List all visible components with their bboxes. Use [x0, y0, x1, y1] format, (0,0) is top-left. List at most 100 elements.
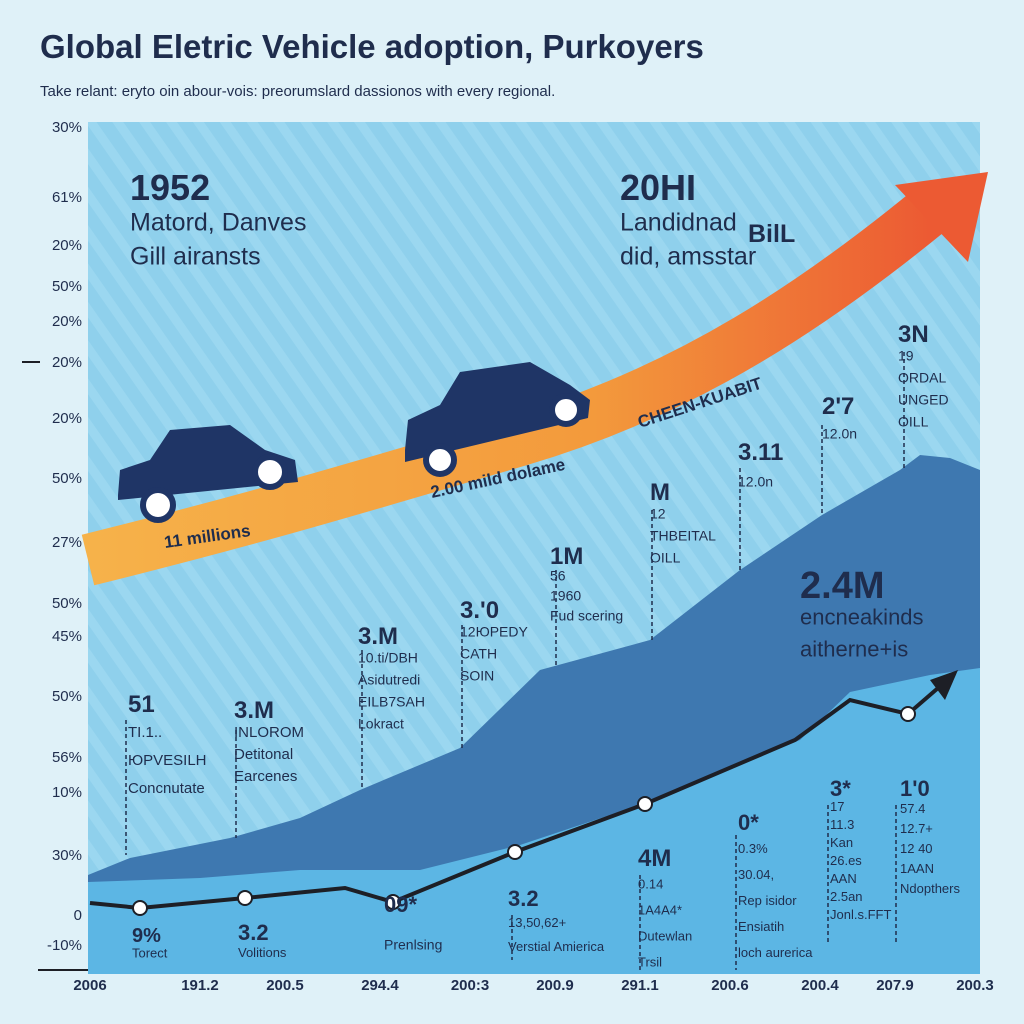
annotation-text: Detitonal	[234, 746, 293, 763]
annotation-text: Asidutredi	[358, 672, 420, 688]
annotation-text: 1952	[130, 167, 210, 208]
annotation-text: loch aurerica	[738, 945, 813, 960]
annotation-text: 1M	[550, 543, 583, 570]
y-label: 50%	[52, 278, 82, 295]
y-label: 61%	[52, 189, 82, 206]
annotation-text: ORDAL	[898, 370, 946, 386]
annotation-text: aitherne+is	[800, 637, 908, 662]
y-label: 30%	[52, 847, 82, 864]
x-label: 2006	[73, 977, 106, 994]
annotation-text: 09*	[384, 892, 417, 917]
annotation-text: 3.11	[738, 439, 783, 466]
annotation-text: 1'0	[900, 776, 930, 801]
annotation-text: 51	[128, 691, 155, 718]
annotation-text: Prenlsing	[384, 936, 442, 952]
annotation-text: 0.3%	[738, 841, 768, 856]
annotation-text: EILB7SAH	[358, 694, 425, 710]
y-label: 20%	[52, 237, 82, 254]
annotation-text: 12.0n	[822, 426, 857, 442]
y-label: 30%	[52, 119, 82, 136]
x-label: 200:3	[451, 977, 489, 994]
annotation-text: ЮPVESILH	[128, 752, 207, 769]
y-label: -10%	[47, 937, 82, 954]
annotation-text: Lokract	[358, 716, 404, 732]
annotation-text: 2.5an	[830, 889, 863, 904]
annotation-text: Rep isidor	[738, 893, 797, 908]
annotation-text: 1A4A4*	[638, 902, 682, 917]
x-label: 200.5	[266, 977, 304, 994]
x-label: 291.1	[621, 977, 659, 994]
annotation-text: Torect	[132, 946, 168, 961]
annotation-text: 11.3	[830, 817, 854, 832]
x-label: 200.4	[801, 977, 839, 994]
annotation-text: M	[650, 479, 670, 506]
annotation-text: 3N	[898, 321, 929, 348]
annotation-text: Kan	[830, 835, 853, 850]
annotation-text: UNGED	[898, 392, 949, 408]
annotation-text: 12	[650, 506, 666, 522]
y-label: 27%	[52, 534, 82, 551]
annotation-text: Volitions	[238, 945, 287, 960]
y-label: 10%	[52, 784, 82, 801]
trend-band	[81, 189, 947, 586]
x-label: 294.4	[361, 977, 399, 994]
x-label: 200.3	[956, 977, 994, 994]
annotation-text: Earcenes	[234, 768, 297, 785]
annotation-text: encneakinds	[800, 605, 924, 630]
y-label: 20%	[52, 313, 82, 330]
annotation-highlight: BilL	[748, 220, 795, 248]
line-arrow	[930, 670, 958, 700]
annotation-text: CATH	[460, 646, 497, 662]
y-label: 50%	[52, 688, 82, 705]
light-area	[88, 668, 980, 974]
y-label: 0	[74, 907, 82, 924]
annotation-text: Jonl.s.FFT	[830, 907, 891, 922]
annotation-text: Dutewlan	[638, 928, 692, 943]
y-label: 50%	[52, 470, 82, 487]
annotation-text: INLOROM	[234, 724, 304, 741]
y-label: 45%	[52, 628, 82, 645]
annotation-text: TI.1..	[128, 724, 162, 741]
x-label: 207.9	[876, 977, 914, 994]
line-points	[132, 706, 916, 916]
annotation-text: AAN	[830, 871, 857, 886]
x-label: 200.9	[536, 977, 574, 994]
annotation-text: 2.4M	[800, 565, 884, 607]
annotation-text: 1960	[550, 588, 581, 604]
annotation-text: 3.M	[358, 623, 398, 650]
annotation-text: Gill airansts	[130, 242, 261, 270]
annotation-text: 3*	[830, 776, 851, 801]
y-label: 50%	[52, 595, 82, 612]
y-label: 20%	[52, 354, 82, 371]
annotation-text: Ndopthers	[900, 881, 960, 896]
annotation-text: 9%	[132, 925, 161, 947]
annotation-text: 26.es	[830, 853, 862, 868]
annotation-text: 3.2	[238, 920, 269, 945]
annotation-text: 1AAN	[900, 861, 934, 876]
car-2	[405, 362, 590, 477]
annotation-text: 12.7+	[900, 821, 933, 836]
annotation-text: 3.M	[234, 697, 274, 724]
annotation-text: Ensiatih	[738, 919, 784, 934]
annotation-text: 19	[898, 348, 914, 364]
y-label: 20%	[52, 410, 82, 427]
annotation-text: 56	[550, 568, 566, 584]
annotation-text: 10.ti/DBH	[358, 650, 418, 666]
x-label: 191.2	[181, 977, 219, 994]
annotation-text: 12ЮPEDY	[460, 624, 529, 640]
title: Global Eletric Vehicle adoption, Purkoye…	[40, 28, 704, 65]
annotation-text: OILL	[650, 550, 681, 566]
annotation-text: 12 40	[900, 841, 933, 856]
annotation-text: 3.'0	[460, 597, 499, 624]
x-label: 200.6	[711, 977, 749, 994]
annotation-text: 2'7	[822, 393, 854, 420]
annotation-text: 20HI	[620, 167, 696, 208]
subtitle: Take relant: eryto oin abour-vois: preor…	[40, 83, 555, 100]
annotation-text: 0*	[738, 810, 759, 835]
annotation-text: 3.2	[508, 886, 539, 911]
annotation-text: Fud scering	[550, 608, 623, 624]
annotation-text: Concnutate	[128, 780, 205, 797]
annotation-text: SOIN	[460, 668, 494, 684]
annotation-text: THBEITAL	[650, 528, 716, 544]
